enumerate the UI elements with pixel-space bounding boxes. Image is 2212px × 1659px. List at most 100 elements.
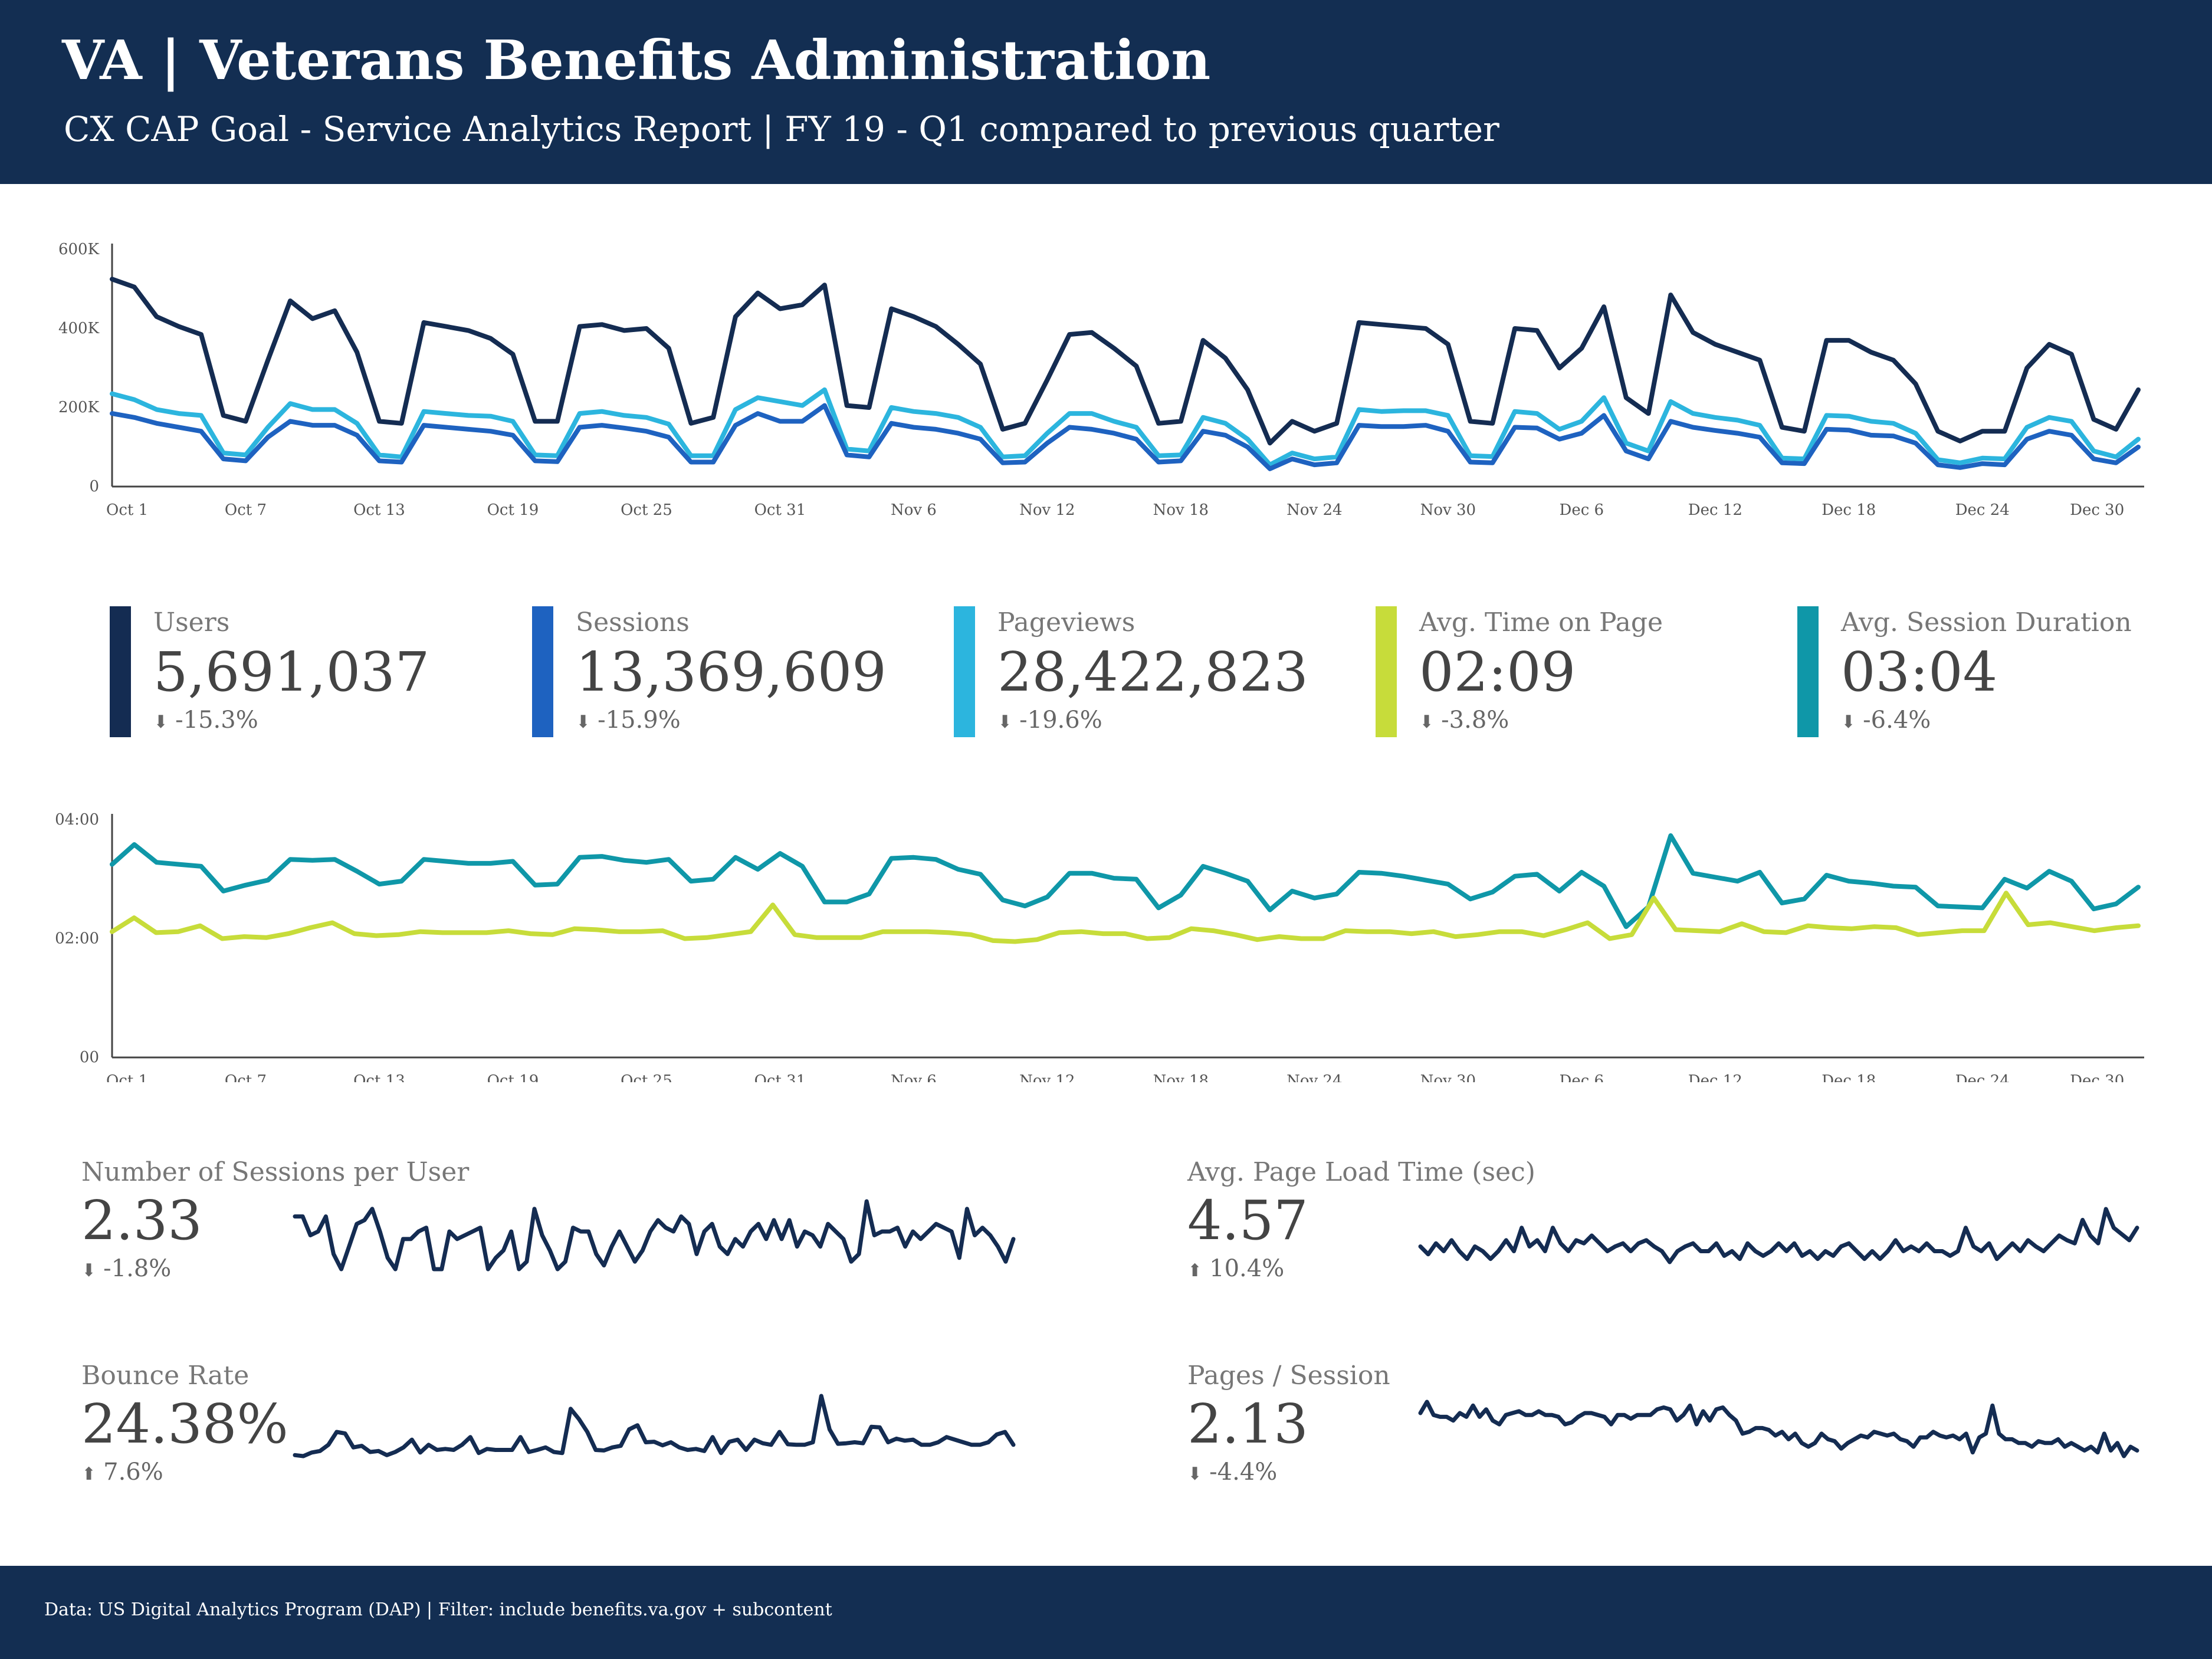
y-tick-label: 600K <box>58 241 100 258</box>
sessions-per-user-sparkline <box>293 1199 1016 1272</box>
bounce-rate-panel: Bounce Rate 24.38% ⬆ 7.6% <box>81 1361 1143 1555</box>
panel-label: Number of Sessions per User <box>81 1157 470 1187</box>
x-tick-label: Oct 19 <box>487 501 539 519</box>
x-tick-label: Oct 7 <box>225 1072 267 1082</box>
x-tick-label: Oct 13 <box>353 501 405 519</box>
kpi-change-value: -19.6% <box>1019 707 1102 734</box>
panel-label: Avg. Page Load Time (sec) <box>1187 1157 1535 1187</box>
traffic-chart: 0 200K 400K 600K Oct 1 Oct 7 Oct 13 Oct 19 Oct 2… <box>58 241 2144 519</box>
panel-change: ⬇ -1.8% <box>81 1255 171 1282</box>
x-tick-label: Oct 1 <box>106 1072 148 1082</box>
kpi-color-bar <box>532 606 553 737</box>
panel-value: 2.33 <box>81 1189 202 1252</box>
x-tick-label: Dec 12 <box>1688 1072 1742 1082</box>
users-series-line <box>110 277 2141 446</box>
y-tick-label: 400K <box>58 320 100 337</box>
x-tick-label: Oct 13 <box>353 1072 405 1082</box>
kpi-avg-session-duration: Avg. Session Duration 03:04 ⬇ -6.4% <box>1797 606 2198 737</box>
x-tick-label: Nov 12 <box>1019 501 1075 519</box>
x-tick-label: Dec 18 <box>1822 1072 1876 1082</box>
panel-label: Bounce Rate <box>81 1361 250 1391</box>
report-footer: Data: US Digital Analytics Program (DAP)… <box>0 1566 2212 1659</box>
panel-value: 2.13 <box>1187 1392 1308 1456</box>
y-tick-label: 02:00 <box>55 930 99 948</box>
report-title: VA | Veterans Benefits Administration <box>62 28 1211 92</box>
x-tick-label: Dec 30 <box>2070 1072 2124 1082</box>
arrow-down-icon: ⬇ <box>153 712 169 732</box>
panel-change-value: 7.6% <box>103 1458 163 1486</box>
x-tick-label: Nov 30 <box>1420 1072 1476 1082</box>
kpi-color-bar <box>1376 606 1397 737</box>
x-tick-label: Dec 6 <box>1560 1072 1604 1082</box>
x-tick-label: Oct 25 <box>621 1072 672 1082</box>
kpi-sessions: Sessions 13,369,609 ⬇ -15.9% <box>532 606 933 737</box>
panel-change-value: 10.4% <box>1209 1255 1285 1282</box>
x-tick-label: Nov 6 <box>891 501 937 519</box>
kpi-label: Sessions <box>576 607 690 638</box>
x-tick-label: Nov 18 <box>1153 1072 1209 1082</box>
sparkline-series-line <box>1418 1207 2139 1264</box>
panel-label: Pages / Session <box>1187 1361 1390 1391</box>
data-source-note: Data: US Digital Analytics Program (DAP)… <box>44 1599 832 1620</box>
x-tick-label: Dec 24 <box>1955 501 2010 519</box>
x-tick-label: Nov 24 <box>1286 501 1342 519</box>
pages-per-session-panel: Pages / Session 2.13 ⬇ -4.4% <box>1187 1361 2212 1555</box>
kpi-color-bar <box>1797 606 1819 737</box>
pageviews-series-line <box>110 387 2141 468</box>
x-tick-label: Oct 7 <box>225 501 267 519</box>
kpi-value: 5,691,037 <box>153 640 430 704</box>
kpi-change: ⬇ -15.9% <box>576 707 681 734</box>
y-tick-label: 00 <box>80 1049 99 1066</box>
kpi-label: Avg. Time on Page <box>1419 607 1663 638</box>
y-tick-label: 200K <box>58 399 100 416</box>
kpi-pageviews: Pageviews 28,422,823 ⬇ -19.6% <box>954 606 1355 737</box>
x-tick-label: Oct 1 <box>106 501 148 519</box>
kpi-change: ⬇ -3.8% <box>1419 707 1509 734</box>
kpi-change: ⬇ -6.4% <box>1841 707 1931 734</box>
kpi-change-value: -3.8% <box>1441 707 1509 734</box>
panel-change: ⬆ 10.4% <box>1187 1255 1284 1282</box>
pages-per-session-sparkline <box>1418 1400 2139 1458</box>
x-tick-label: Oct 31 <box>754 501 806 519</box>
duration-chart: 00 02:00 04:00 Oct 1 Oct 7 Oct 13 Oct 19 Oct 25… <box>55 811 2144 1082</box>
y-tick-label: 0 <box>89 478 99 495</box>
arrow-up-icon: ⬆ <box>1187 1260 1203 1281</box>
avg-session-duration-series-line <box>110 833 2141 929</box>
x-tick-label: Dec 30 <box>2070 501 2124 519</box>
arrow-down-icon: ⬇ <box>1187 1464 1203 1484</box>
kpi-label: Avg. Session Duration <box>1841 607 2132 638</box>
kpi-color-bar <box>110 606 131 737</box>
kpi-change-value: -15.3% <box>175 707 258 734</box>
panel-change: ⬆ 7.6% <box>81 1458 163 1486</box>
x-tick-label: Dec 6 <box>1560 501 1604 519</box>
report-subtitle: CX CAP Goal - Service Analytics Report |… <box>64 109 1499 149</box>
arrow-down-icon: ⬇ <box>1841 712 1856 732</box>
sparkline-series-line <box>1418 1400 2139 1458</box>
kpi-value: 13,369,609 <box>576 640 887 704</box>
kpi-change: ⬇ -15.3% <box>153 707 258 734</box>
arrow-down-icon: ⬇ <box>576 712 591 732</box>
report-header: VA | Veterans Benefits Administration CX… <box>0 0 2212 184</box>
sessions-series-line <box>110 403 2141 471</box>
x-tick-label: Oct 25 <box>621 501 672 519</box>
x-tick-label: Dec 18 <box>1822 501 1876 519</box>
x-tick-label: Dec 24 <box>1955 1072 2010 1082</box>
panel-change-value: -1.8% <box>103 1255 172 1282</box>
arrow-down-icon: ⬇ <box>81 1260 97 1281</box>
kpi-value: 03:04 <box>1841 640 1998 704</box>
page-load-time-sparkline <box>1418 1207 2139 1264</box>
kpi-label: Users <box>153 607 230 638</box>
x-tick-label: Oct 31 <box>754 1072 806 1082</box>
kpi-users: Users 5,691,037 ⬇ -15.3% <box>110 606 511 737</box>
x-tick-label: Oct 19 <box>487 1072 539 1082</box>
kpi-change-value: -6.4% <box>1863 707 1931 734</box>
arrow-up-icon: ⬆ <box>81 1464 97 1484</box>
x-tick-label: Dec 12 <box>1688 501 1742 519</box>
x-tick-label: Nov 30 <box>1420 501 1476 519</box>
x-tick-label: Nov 18 <box>1153 501 1209 519</box>
page-load-time-panel: Avg. Page Load Time (sec) 4.57 ⬆ 10.4% <box>1187 1157 2212 1352</box>
kpi-color-bar <box>954 606 975 737</box>
kpi-change: ⬇ -19.6% <box>997 707 1102 734</box>
panel-change-value: -4.4% <box>1209 1458 1278 1486</box>
x-tick-label: Nov 24 <box>1286 1072 1342 1082</box>
